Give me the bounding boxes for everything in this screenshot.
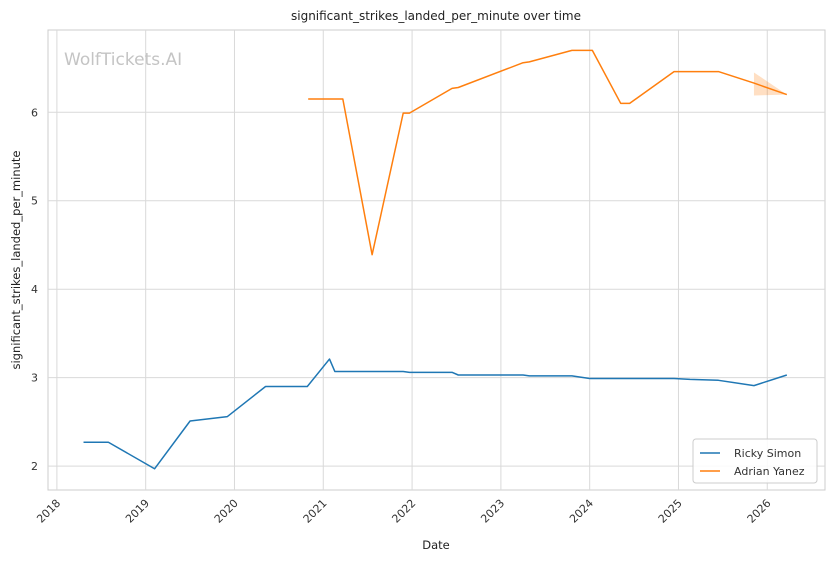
y-axis-title: significant_strikes_landed_per_minute [9,151,23,370]
legend-label-adrian-yanez: Adrian Yanez [734,465,805,478]
legend: Ricky Simon Adrian Yanez [692,438,818,484]
x-axis-title: Date [422,538,450,552]
series-line-adrian-yanez [308,49,788,256]
plot-area [47,29,826,491]
band-adrian-yanez [753,72,787,96]
y-tick-label-3: 3 [31,372,38,385]
y-tick-label-5: 5 [31,195,38,208]
series-lines [83,49,788,470]
legend-label-ricky-simon: Ricky Simon [734,447,801,460]
y-tick-labels: 2 3 4 5 6 [31,106,38,473]
y-tick-label-6: 6 [31,106,38,119]
legend-box [692,438,818,484]
y-tick-label-2: 2 [31,460,38,473]
confidence-bands [753,72,787,96]
y-tick-label-4: 4 [31,283,38,296]
chart-title: significant_strikes_landed_per_minute ov… [291,9,581,23]
watermark-text: WolfTickets.AI [64,50,182,70]
series-line-ricky-simon [83,358,788,470]
